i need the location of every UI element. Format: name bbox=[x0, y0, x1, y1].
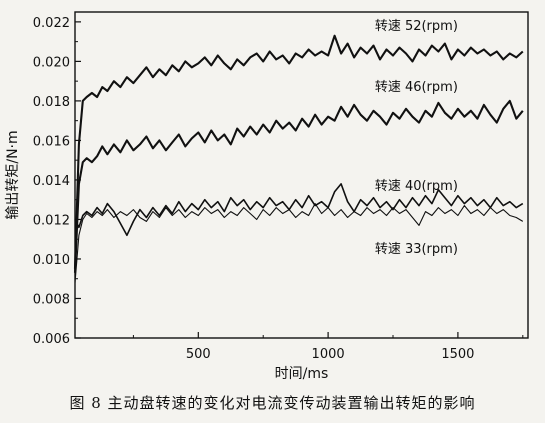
series-line-1 bbox=[73, 99, 524, 273]
y-tick-label: 0.014 bbox=[33, 174, 70, 189]
series-annotation: 转速 52(rpm) bbox=[375, 19, 458, 34]
chart-labels: 转速 52(rpm) 转速 46(rpm) 转速 40(rpm) 转速 33(rpm) bbox=[375, 19, 458, 257]
x-tick-label: 1500 bbox=[441, 347, 474, 362]
series-line-2 bbox=[74, 183, 524, 237]
chart-series bbox=[73, 34, 524, 283]
y-axis-label: 输出转矩/N·m bbox=[5, 130, 21, 219]
y-tick-label: 0.006 bbox=[33, 332, 70, 347]
series-line-3 bbox=[74, 203, 524, 283]
series-annotation: 转速 46(rpm) bbox=[375, 80, 458, 95]
x-axis-label: 时间/ms bbox=[275, 366, 329, 382]
y-tick-label: 0.018 bbox=[33, 95, 70, 110]
series-annotation: 转速 40(rpm) bbox=[375, 179, 458, 194]
plot-frame bbox=[74, 11, 529, 339]
series-annotation: 转速 33(rpm) bbox=[375, 242, 458, 257]
figure-caption: 图 8 主动盘转速的变化对电流变传动装置输出转矩的影响 bbox=[69, 394, 476, 412]
y-tick-label: 0.012 bbox=[33, 213, 70, 228]
y-tick-label: 0.016 bbox=[33, 134, 70, 149]
y-tick-label: 0.020 bbox=[33, 55, 70, 70]
x-tick-label: 1000 bbox=[312, 347, 345, 362]
x-tick-label: 500 bbox=[186, 347, 211, 362]
chart-axes: 0.006 0.008 0.010 0.012 0.014 0.016 0.018 0.020… bbox=[5, 11, 529, 382]
y-tick-label: 0.008 bbox=[33, 292, 70, 307]
y-tick-label: 0.022 bbox=[33, 16, 70, 31]
series-line-0 bbox=[73, 34, 524, 269]
y-tick-label: 0.010 bbox=[33, 253, 70, 268]
